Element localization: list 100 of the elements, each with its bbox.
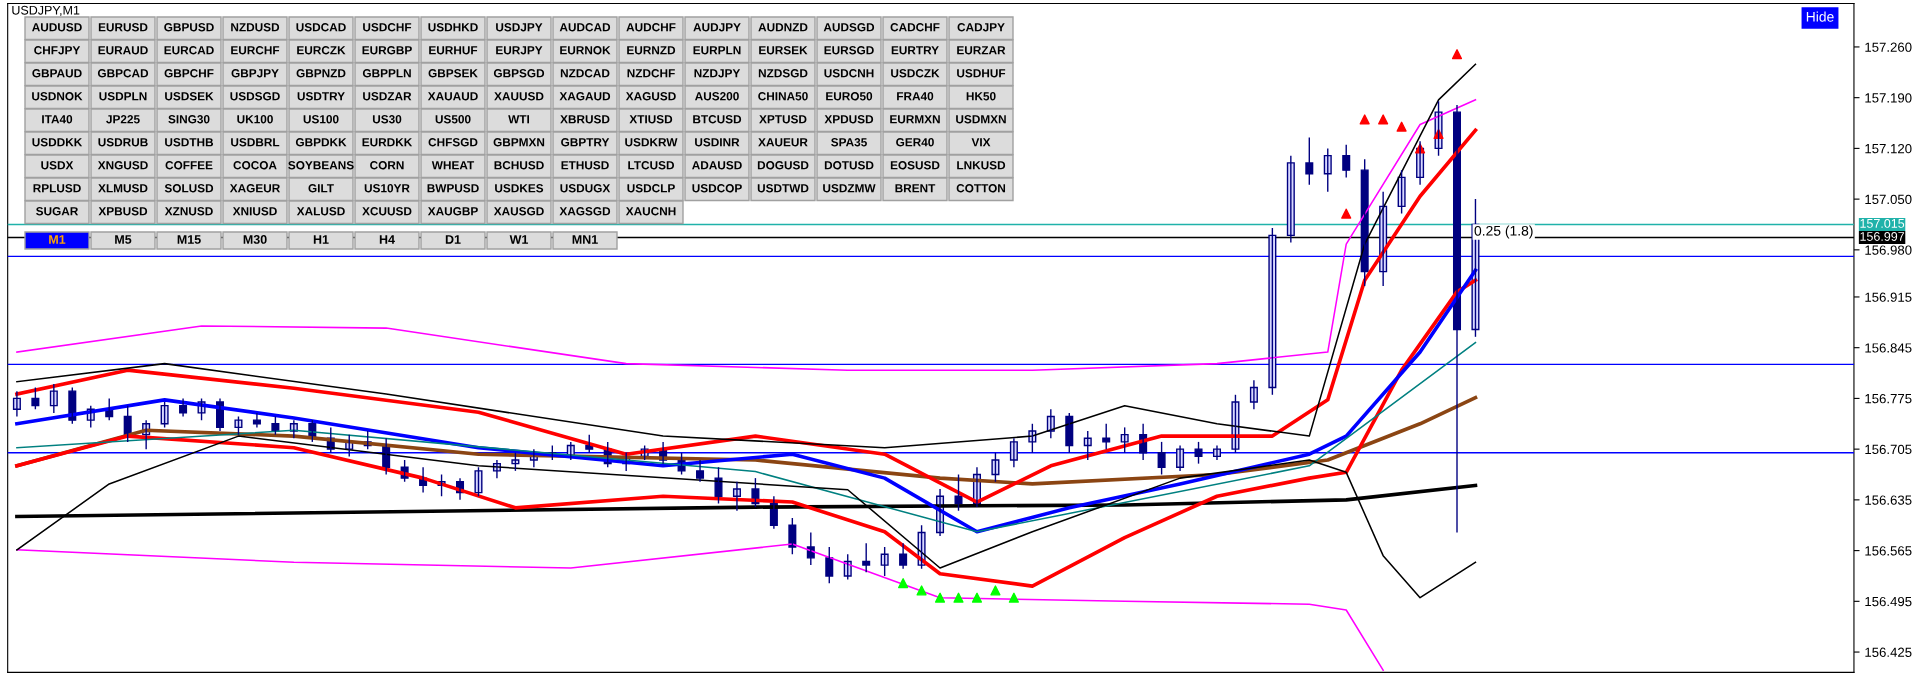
annotation: EURUSD (98, 23, 148, 32)
y-tick-label: 156.425 (1865, 647, 1912, 657)
annotation: GBPCAD (97, 69, 149, 78)
annotation: XAUEUR (758, 138, 808, 147)
annotation: VIX (971, 138, 991, 147)
annotation: BTCUSD (693, 115, 742, 124)
annotation: EURCZK (297, 46, 346, 55)
annotation: NZDSGD (758, 69, 808, 78)
annotation: GBPSGD (493, 69, 545, 78)
annotation: XAGUSD (625, 92, 676, 101)
annotation: USDZMW (823, 184, 876, 193)
annotation: EURNZD (627, 46, 676, 55)
line-series (16, 341, 1477, 533)
annotation: Hide (1806, 11, 1834, 22)
y-tick-label: 156.980 (1865, 245, 1912, 255)
annotation: USDCLP (627, 184, 675, 193)
annotation: AUDCHF (626, 23, 676, 32)
annotation: LNKUSD (957, 161, 1006, 170)
annotation: CADCHF (890, 23, 940, 32)
annotation: 0.25 (1.8) (1474, 225, 1533, 239)
annotation: M5 (115, 235, 132, 244)
annotation: XNGUSD (97, 161, 148, 170)
annotation: D1 (445, 235, 461, 244)
annotation: BWPUSD (427, 184, 479, 193)
annotation: XAUUSD (494, 92, 544, 101)
y-tick-label: 156.565 (1865, 546, 1912, 556)
candlestick (862, 542, 871, 574)
annotation: GBPJPY (231, 69, 279, 78)
annotation: USDRUB (98, 138, 148, 147)
candlestick (954, 473, 963, 512)
point (1341, 208, 1352, 219)
annotation: USDKES (495, 184, 544, 193)
annotation: WHEAT (431, 161, 475, 170)
annotation: USDHUF (957, 69, 1006, 78)
annotation: M1 (49, 235, 66, 244)
annotation: US100 (303, 115, 339, 124)
annotation: XZNUSD (164, 207, 213, 216)
point (934, 592, 946, 603)
annotation: GBPMXN (493, 138, 545, 147)
point (1359, 114, 1370, 125)
annotation: XBRUSD (560, 115, 610, 124)
annotation: BRENT (895, 184, 936, 193)
annotation: COFFEE (165, 161, 213, 170)
point (990, 585, 1001, 596)
annotation: EURCAD (164, 46, 214, 55)
annotation: EURMXN (890, 115, 940, 124)
annotation: M30 (243, 235, 267, 244)
annotation: EURTRY (891, 46, 939, 55)
annotation: MN1 (572, 235, 598, 244)
annotation: EURCHF (231, 46, 280, 55)
annotation: H1 (313, 235, 329, 244)
point (1378, 114, 1389, 125)
annotation: SOYBEANS (288, 161, 354, 170)
annotation: SING30 (168, 115, 210, 124)
annotation: GBPPLN (362, 69, 411, 78)
annotation: USDUGX (560, 184, 611, 193)
annotation: AUDCAD (559, 23, 611, 32)
y-tick-label: 157.260 (1865, 42, 1912, 52)
candlestick (1120, 426, 1129, 454)
annotation: XALUSD (296, 207, 345, 216)
annotation: XAUCNH (625, 207, 676, 216)
point (971, 592, 983, 603)
annotation: SPA35 (831, 138, 867, 147)
y-tick-label: 156.915 (1865, 292, 1912, 302)
annotation: USDCZK (891, 69, 940, 78)
annotation: CHFJPY (34, 46, 81, 55)
y-tick-label: 156.635 (1865, 495, 1912, 505)
annotation: GBPDKK (295, 138, 347, 147)
line-series (16, 435, 1477, 599)
candlestick (511, 452, 520, 472)
annotation: RPLUSD (33, 184, 81, 193)
annotation: USDCAD (296, 23, 346, 32)
annotation: USDSEK (165, 92, 214, 101)
y-tick-label: 156.845 (1865, 343, 1912, 353)
y-tick-label: 157.120 (1865, 143, 1912, 154)
point (953, 592, 964, 603)
y-tick-label: 157.190 (1865, 93, 1912, 103)
point (916, 585, 927, 596)
annotation: BCHUSD (494, 161, 544, 170)
annotation: AUDUSD (32, 23, 82, 32)
annotation: JP225 (106, 115, 140, 124)
annotation: GBPUSD (164, 23, 214, 32)
annotation: XNIUSD (232, 207, 277, 216)
annotation: XTIUSD (629, 115, 673, 124)
annotation: USDNOK (32, 92, 83, 101)
annotation: AUS200 (694, 92, 739, 101)
annotation: EURAUD (98, 46, 148, 55)
annotation: US10YR (364, 184, 410, 193)
annotation: USDMXN (956, 115, 1006, 124)
annotation: NZDJPY (694, 69, 741, 78)
annotation: EOSUSD (890, 161, 940, 170)
annotation: US500 (435, 115, 471, 124)
annotation: ITA40 (42, 115, 73, 124)
annotation: XAUGBP (427, 207, 478, 216)
annotation: USDHKD (428, 23, 478, 32)
annotation: XAUAUD (427, 92, 478, 101)
point (898, 578, 909, 589)
annotation: SUGAR (36, 207, 79, 216)
annotation: GILT (308, 184, 334, 193)
annotation: GER40 (896, 138, 934, 147)
